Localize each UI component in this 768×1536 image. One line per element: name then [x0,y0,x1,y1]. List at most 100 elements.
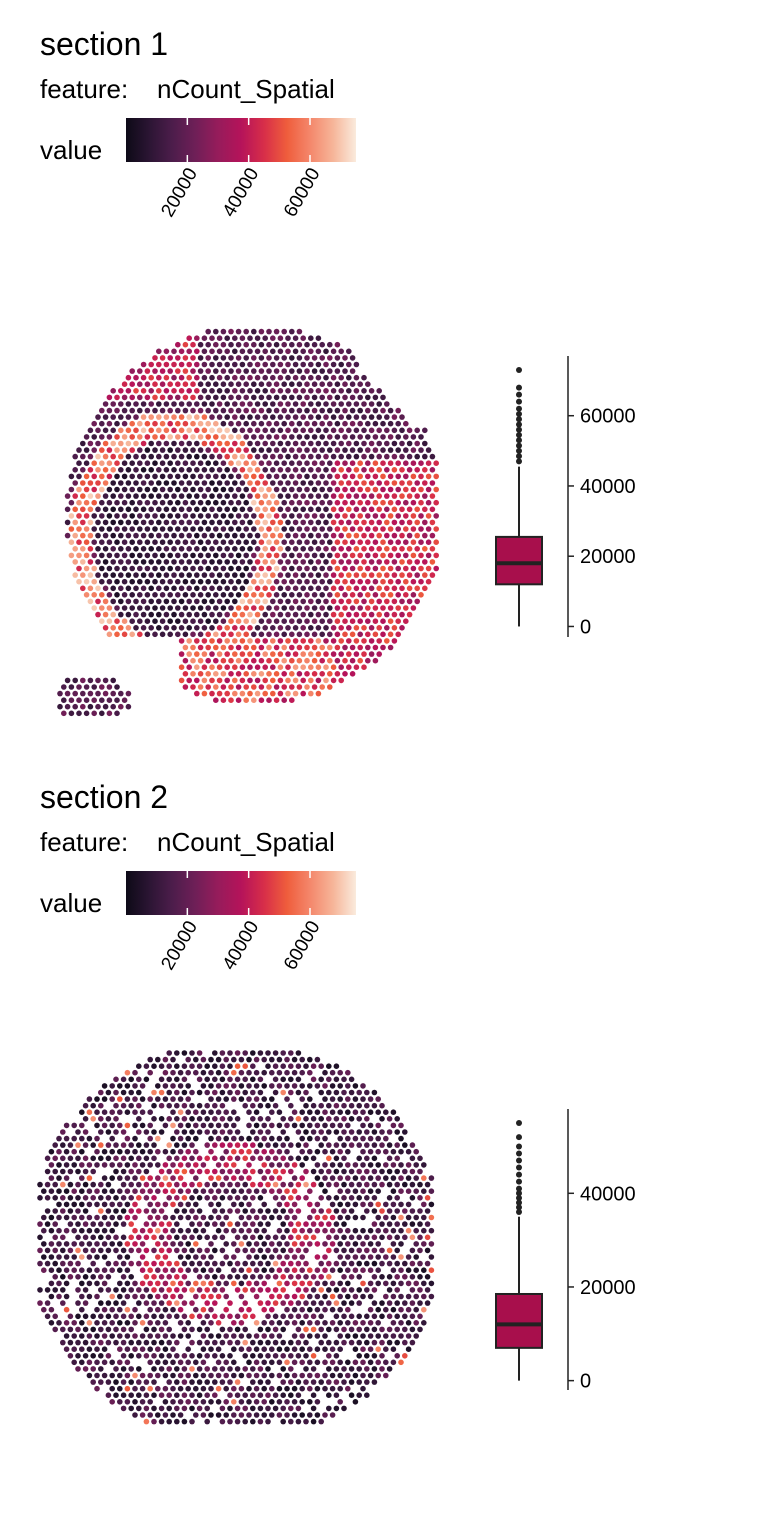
spot [231,1069,237,1076]
spot [247,361,253,368]
spot [391,532,398,539]
spot [63,1214,70,1221]
spot [356,1116,363,1122]
spot [314,1306,321,1313]
spot [238,1227,245,1234]
spot [406,480,413,486]
spot [262,664,269,670]
spot [223,1399,229,1405]
spot [299,1148,306,1155]
spot [166,1050,172,1056]
spot [341,1234,347,1241]
spot [216,638,223,644]
spot [277,664,284,670]
spot [113,1076,119,1083]
spot [209,480,215,486]
spot [330,664,337,670]
spot [105,1116,112,1122]
spot [338,348,345,355]
spot [109,1333,115,1339]
spot [215,1293,222,1300]
spot [308,585,314,592]
spot [185,1135,191,1142]
spot [352,1188,359,1194]
spot [314,1280,321,1287]
spot [417,1274,423,1280]
spot [215,1122,222,1129]
spot [380,473,386,480]
spot [209,664,215,670]
spot [243,671,249,677]
spot [365,592,371,598]
spot [291,1359,298,1366]
spot [304,486,310,493]
spot [292,493,299,499]
spot [285,651,291,657]
spot [129,618,135,624]
spot [356,1155,363,1162]
spot [156,427,162,434]
spot [304,447,310,453]
spot [266,565,272,572]
spot [219,1326,226,1333]
spot [136,1142,142,1148]
spot [80,572,86,578]
spot [189,1195,195,1201]
spot [266,631,272,638]
spot [158,1353,165,1359]
spot [166,1405,172,1412]
spot [75,1313,81,1320]
spot [319,618,326,624]
spot [270,585,276,592]
spot [60,1287,66,1293]
spot [326,1089,332,1096]
spot [322,1359,328,1366]
spot [90,1221,96,1227]
spot [201,361,208,368]
spot [406,427,413,434]
spot [158,1326,165,1333]
spot [133,467,139,473]
spot [405,1188,412,1194]
spot [380,526,386,532]
spot [292,401,299,407]
spot [349,671,356,677]
spot [356,1102,363,1109]
spot [232,467,238,473]
spot [318,1129,325,1135]
spot [304,592,310,598]
spot [311,434,318,440]
spot [424,1234,431,1241]
spot [182,486,189,493]
spot [114,499,120,506]
spot [364,1339,370,1346]
spot [323,677,329,684]
spot [357,499,364,506]
spot [189,1089,195,1096]
spot [243,578,249,585]
spot [341,1405,347,1412]
spot [163,361,170,368]
spot [133,401,139,407]
spot [228,513,234,519]
spot [190,539,196,545]
spot [356,1181,363,1188]
spot [261,1162,268,1168]
spot [80,467,86,473]
spot [106,565,113,572]
spot [109,1083,115,1089]
spot [114,526,120,532]
spot [234,1392,241,1398]
spot [67,1247,74,1254]
spot [361,440,367,447]
spot [375,1372,382,1379]
spot [232,506,238,513]
spot [342,644,348,651]
spot [337,1148,344,1155]
spot [284,1148,290,1155]
spot [197,631,204,638]
spot [375,1214,382,1221]
spot [212,1208,218,1214]
spot [327,513,333,519]
spot [406,611,413,618]
